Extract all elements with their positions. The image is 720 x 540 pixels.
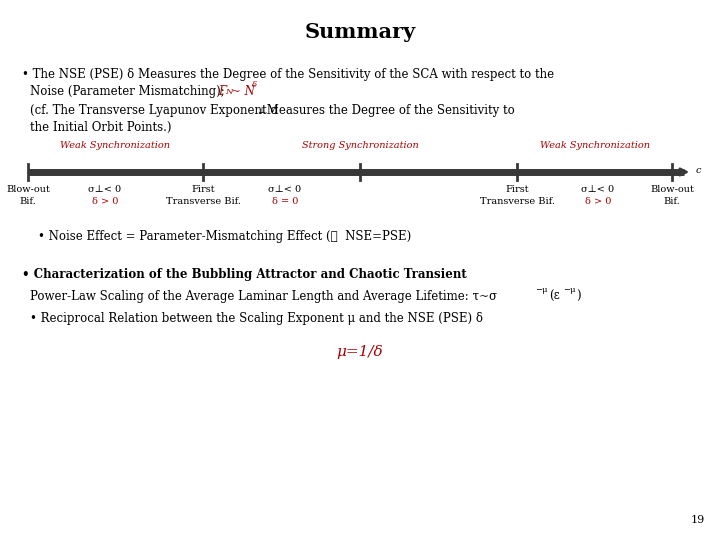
Text: 19: 19 (690, 515, 705, 525)
Text: ~ N: ~ N (231, 85, 255, 98)
Text: Weak Synchronization: Weak Synchronization (60, 141, 171, 150)
Text: σ⊥< 0: σ⊥< 0 (269, 185, 302, 194)
Text: • The NSE (PSE) δ Measures the Degree of the Sensitivity of the SCA with respect: • The NSE (PSE) δ Measures the Degree of… (22, 68, 554, 81)
Text: δ > 0: δ > 0 (92, 197, 118, 206)
Text: Bif.: Bif. (664, 197, 680, 206)
Text: N: N (225, 88, 233, 96)
Text: ): ) (576, 290, 580, 303)
Text: Transverse Bif.: Transverse Bif. (480, 197, 554, 206)
Text: Γ: Γ (218, 85, 226, 98)
Text: −μ: −μ (535, 286, 547, 294)
Text: • Reciprocal Relation between the Scaling Exponent μ and the NSE (PSE) δ: • Reciprocal Relation between the Scalin… (30, 312, 483, 325)
Text: Strong Synchronization: Strong Synchronization (302, 141, 418, 150)
Text: the Initial Orbit Points.): the Initial Orbit Points.) (30, 121, 171, 134)
Text: δ: δ (252, 81, 257, 89)
Text: μ=1/δ: μ=1/δ (337, 345, 383, 359)
Text: Transverse Bif.: Transverse Bif. (166, 197, 240, 206)
Text: Noise (Parameter Mismatching);: Noise (Parameter Mismatching); (30, 85, 228, 98)
Text: Measures the Degree of the Sensitivity to: Measures the Degree of the Sensitivity t… (263, 104, 515, 117)
Text: Summary: Summary (305, 22, 415, 42)
Text: Blow-out: Blow-out (6, 185, 50, 194)
Text: −μ: −μ (563, 286, 575, 294)
Text: Blow-out: Blow-out (650, 185, 694, 194)
Text: (cf. The Transverse Lyapunov Exponent σ: (cf. The Transverse Lyapunov Exponent σ (30, 104, 279, 117)
Text: • Characterization of the Bubbling Attractor and Chaotic Transient: • Characterization of the Bubbling Attra… (22, 268, 467, 281)
Text: δ > 0: δ > 0 (585, 197, 611, 206)
Text: • Noise Effect = Parameter-Mismatching Effect (∴  NSE=PSE): • Noise Effect = Parameter-Mismatching E… (38, 230, 411, 243)
Text: σ⊥< 0: σ⊥< 0 (89, 185, 122, 194)
Text: Power-Law Scaling of the Average Laminar Length and Average Lifetime: τ~σ: Power-Law Scaling of the Average Laminar… (30, 290, 497, 303)
Text: Weak Synchronization: Weak Synchronization (539, 141, 649, 150)
Text: δ = 0: δ = 0 (272, 197, 298, 206)
Text: Bif.: Bif. (19, 197, 37, 206)
Text: c: c (696, 166, 701, 175)
Text: ⊥: ⊥ (257, 107, 265, 115)
Text: First: First (192, 185, 215, 194)
Text: (ε: (ε (549, 290, 559, 303)
Text: First: First (505, 185, 528, 194)
Text: σ⊥< 0: σ⊥< 0 (582, 185, 615, 194)
